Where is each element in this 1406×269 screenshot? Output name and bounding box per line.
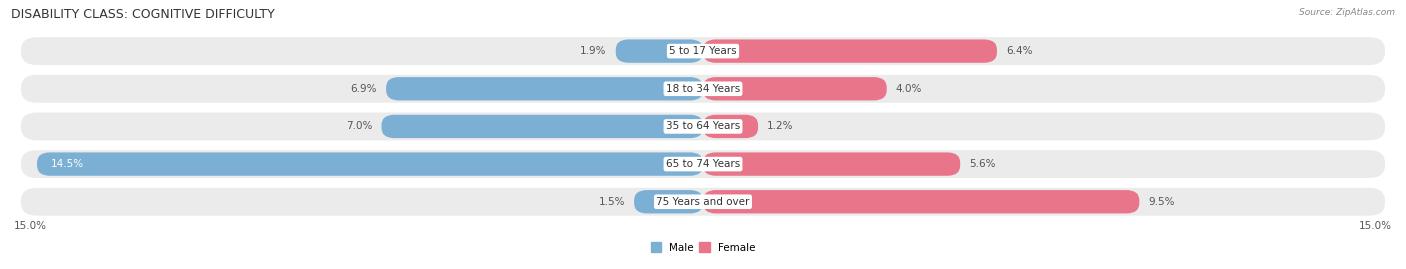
FancyBboxPatch shape — [21, 75, 1385, 103]
Text: 1.5%: 1.5% — [599, 197, 624, 207]
Text: 6.9%: 6.9% — [350, 84, 377, 94]
FancyBboxPatch shape — [381, 115, 703, 138]
FancyBboxPatch shape — [703, 40, 997, 63]
Text: 15.0%: 15.0% — [1360, 221, 1392, 231]
Text: 4.0%: 4.0% — [896, 84, 922, 94]
Text: 75 Years and over: 75 Years and over — [657, 197, 749, 207]
FancyBboxPatch shape — [703, 77, 887, 100]
FancyBboxPatch shape — [703, 153, 960, 176]
FancyBboxPatch shape — [21, 150, 1385, 178]
FancyBboxPatch shape — [703, 190, 1139, 213]
Text: 14.5%: 14.5% — [51, 159, 84, 169]
Text: 7.0%: 7.0% — [346, 121, 373, 132]
Text: 5.6%: 5.6% — [969, 159, 995, 169]
FancyBboxPatch shape — [37, 153, 703, 176]
Legend: Male, Female: Male, Female — [647, 238, 759, 257]
Text: 1.2%: 1.2% — [768, 121, 794, 132]
Text: 9.5%: 9.5% — [1149, 197, 1175, 207]
Text: 6.4%: 6.4% — [1007, 46, 1032, 56]
Text: DISABILITY CLASS: COGNITIVE DIFFICULTY: DISABILITY CLASS: COGNITIVE DIFFICULTY — [11, 8, 276, 21]
Text: 35 to 64 Years: 35 to 64 Years — [666, 121, 740, 132]
Text: 65 to 74 Years: 65 to 74 Years — [666, 159, 740, 169]
FancyBboxPatch shape — [703, 115, 758, 138]
Text: 1.9%: 1.9% — [581, 46, 606, 56]
FancyBboxPatch shape — [387, 77, 703, 100]
Text: Source: ZipAtlas.com: Source: ZipAtlas.com — [1299, 8, 1395, 17]
Text: 5 to 17 Years: 5 to 17 Years — [669, 46, 737, 56]
FancyBboxPatch shape — [634, 190, 703, 213]
FancyBboxPatch shape — [21, 188, 1385, 216]
Text: 15.0%: 15.0% — [14, 221, 46, 231]
Text: 18 to 34 Years: 18 to 34 Years — [666, 84, 740, 94]
FancyBboxPatch shape — [21, 37, 1385, 65]
FancyBboxPatch shape — [616, 40, 703, 63]
FancyBboxPatch shape — [21, 112, 1385, 140]
